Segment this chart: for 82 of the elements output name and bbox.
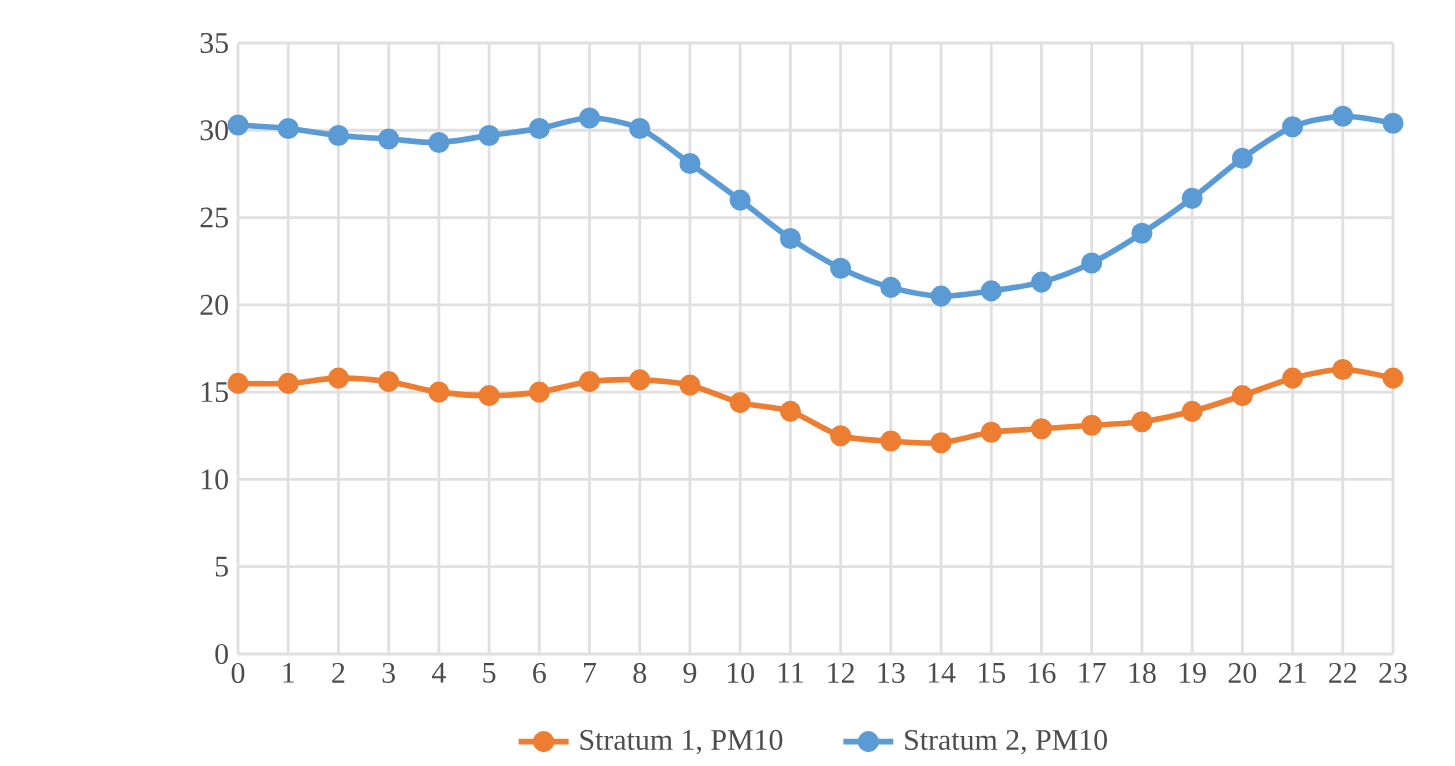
point <box>227 114 249 136</box>
x-tick-label: 22 <box>1329 662 1357 683</box>
point <box>729 392 751 414</box>
point <box>528 117 550 140</box>
y-tick-label: 20 <box>200 294 228 315</box>
point <box>327 367 349 389</box>
point <box>679 152 701 174</box>
point <box>227 372 249 394</box>
point <box>1131 411 1153 433</box>
x-tick-label: 9 <box>683 662 697 683</box>
x-tick-label: 20 <box>1228 662 1257 684</box>
point <box>1382 112 1404 134</box>
x-tick-label: 2 <box>332 662 345 683</box>
legend-label: Stratum 1, PM10 <box>580 729 783 755</box>
y-tick-label: 30 <box>200 120 228 141</box>
point <box>478 124 500 147</box>
point <box>1332 105 1354 127</box>
point <box>729 189 751 211</box>
x-tick-label: 23 <box>1379 662 1407 683</box>
point <box>980 280 1002 302</box>
x-tick-label: 4 <box>432 662 446 683</box>
point <box>830 425 852 447</box>
point <box>930 285 952 307</box>
point <box>1030 418 1053 440</box>
point <box>277 117 299 140</box>
point <box>679 374 701 396</box>
point <box>1081 252 1103 274</box>
x-tick-label: 5 <box>483 662 496 683</box>
point <box>1231 385 1253 407</box>
point <box>980 421 1002 443</box>
y-tick-label: 25 <box>200 207 228 228</box>
point <box>528 381 550 403</box>
x-tick-label: 19 <box>1179 662 1206 683</box>
point <box>1332 358 1354 380</box>
point <box>478 385 500 407</box>
x-tick-label: 1 <box>283 662 294 683</box>
x-tick-label: 10 <box>727 662 754 684</box>
point <box>1181 400 1203 422</box>
x-tick-label: 14 <box>928 662 956 683</box>
point <box>1382 367 1404 389</box>
point <box>578 107 601 129</box>
x-tick-label: 3 <box>382 662 395 683</box>
point <box>1030 271 1053 293</box>
point <box>830 257 852 279</box>
point <box>578 371 601 393</box>
x-tick-label: 6 <box>533 662 546 683</box>
point <box>779 227 801 250</box>
point <box>880 276 902 298</box>
x-tick-label: 21 <box>1278 662 1306 683</box>
x-tick-label: 12 <box>828 662 854 683</box>
y-tick-label: 10 <box>201 469 228 490</box>
point <box>779 400 801 422</box>
point <box>378 128 400 150</box>
point <box>1081 414 1103 436</box>
point <box>1181 187 1203 209</box>
legend-label: Stratum 2, PM10 <box>905 729 1107 755</box>
point <box>629 117 651 140</box>
point <box>378 371 400 393</box>
x-tick-label: 13 <box>878 662 905 683</box>
point <box>1282 367 1304 389</box>
x-tick-label: 15 <box>978 662 1006 683</box>
y-tick-label: 5 <box>215 556 228 577</box>
x-tick-label: 8 <box>633 662 647 684</box>
point <box>428 131 450 154</box>
x-tick-label: 18 <box>1129 662 1156 684</box>
y-tick-label: 35 <box>200 32 228 54</box>
x-tick-label: 16 <box>1029 662 1056 683</box>
x-tick-label: 17 <box>1079 662 1106 683</box>
x-tick-label: 0 <box>231 662 245 684</box>
point <box>930 432 952 454</box>
point <box>1231 147 1253 169</box>
point <box>327 124 349 147</box>
point <box>880 430 902 452</box>
point <box>1282 116 1304 138</box>
point <box>277 372 299 394</box>
y-tick-label: 15 <box>201 382 228 403</box>
point <box>1131 222 1153 244</box>
y-tick-label: 0 <box>215 643 228 665</box>
point <box>629 369 651 391</box>
point <box>428 381 450 403</box>
x-tick-label: 7 <box>584 662 597 683</box>
x-tick-label: 11 <box>778 662 803 683</box>
